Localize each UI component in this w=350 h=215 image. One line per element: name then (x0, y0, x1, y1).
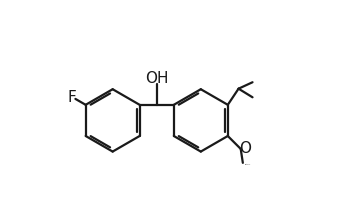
Text: OH: OH (145, 71, 169, 86)
Text: F: F (67, 90, 76, 105)
Text: methoxy: methoxy (245, 163, 251, 164)
Text: O: O (239, 141, 251, 156)
